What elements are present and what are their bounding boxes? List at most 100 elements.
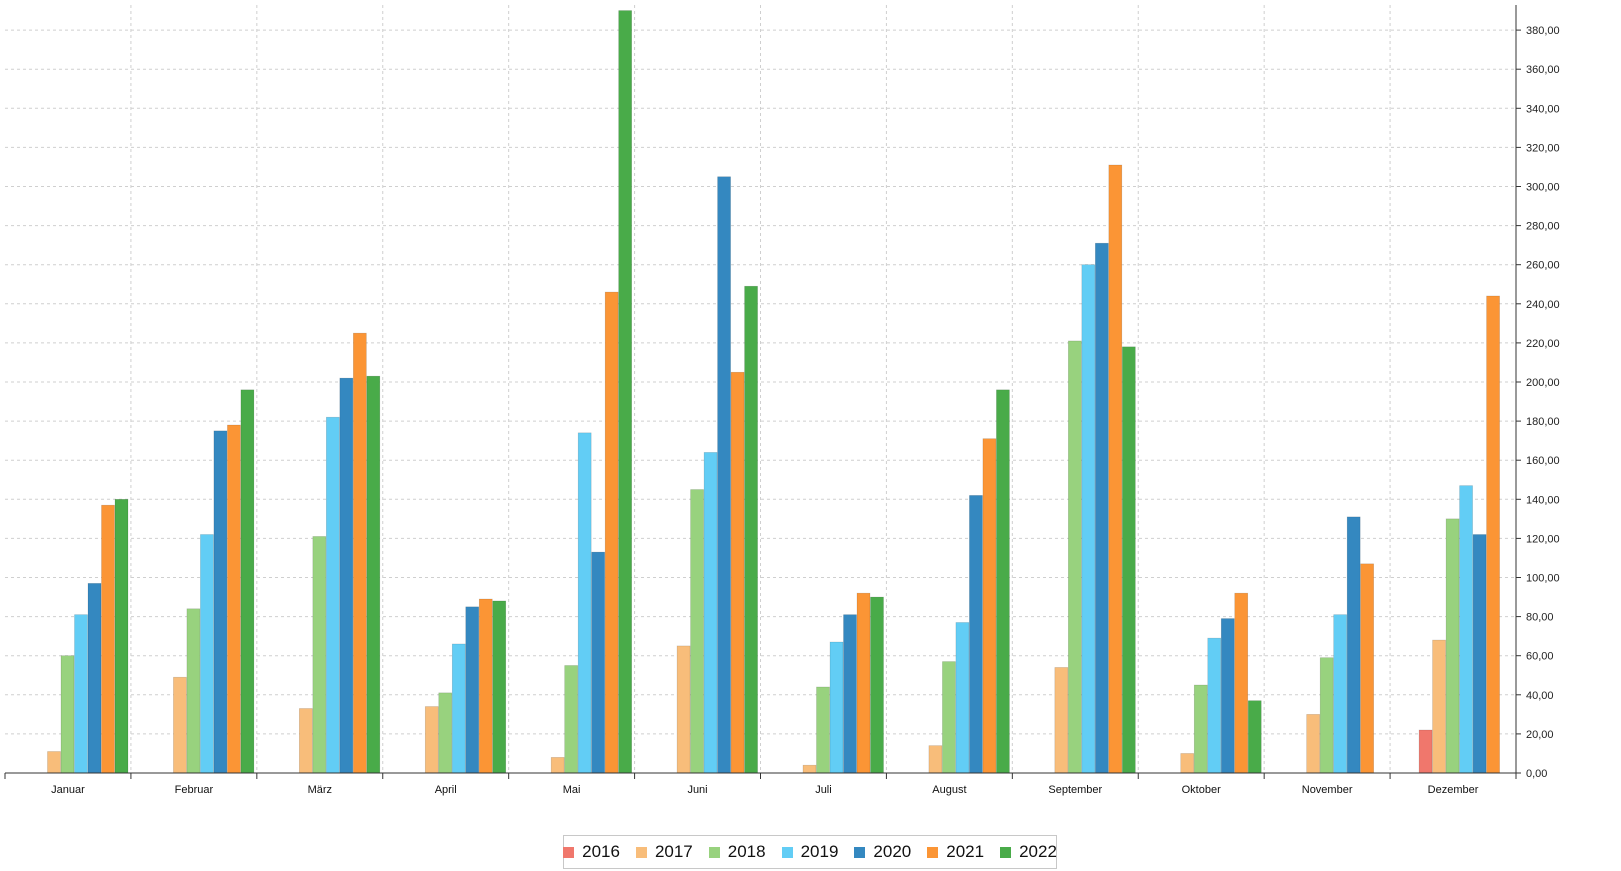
bar-2020-mai [591,551,605,774]
y-tick-label: 240,00 [1526,299,1560,311]
legend-label: 2018 [727,842,766,861]
x-category-label: Oktober [1182,784,1221,796]
x-axis-categories: Januar Februar März April Mai Juni Juli August S… [4,773,1517,796]
legend-swatch [781,846,793,858]
y-tick-label: 20,00 [1526,729,1554,741]
legend-item-2020: 2020 [854,842,911,862]
bar-2017-oktober [1180,753,1195,774]
bar-2022-april [492,600,507,774]
bar-2018-juli [816,686,830,774]
y-tick-label: 320,00 [1526,142,1560,154]
bar-2019-mai [577,432,592,774]
legend-item-2016: 2016 [563,842,620,862]
bar-2020-september [1095,242,1109,774]
bars [47,10,1500,774]
chart-legend: 2016 2017 2018 2019 2020 2021 2022 [563,835,1057,869]
bar-2018-dezember [1445,518,1460,774]
x-category-label: Januar [51,784,85,796]
legend-label: 2021 [946,842,985,861]
x-category-label: Dezember [1428,784,1479,796]
bar-2020-juli [843,614,857,774]
bar-2021-dezember [1486,295,1500,774]
legend-label: 2020 [873,842,912,861]
y-tick-label: 0,00 [1526,768,1547,780]
x-category-label: November [1302,784,1353,796]
legend-swatch [563,846,575,858]
bar-2018-august [942,661,956,774]
legend-item-2019: 2019 [781,842,838,862]
y-tick-label: 140,00 [1526,494,1560,506]
bar-2020-februar [213,430,228,774]
bar-2018-september [1068,340,1082,774]
y-tick-label: 380,00 [1526,25,1560,37]
bar-2022-juli [870,596,884,774]
bar-2021-november [1360,563,1374,774]
y-tick-label: 300,00 [1526,182,1560,194]
bar-2020-dezember [1472,534,1487,774]
bar-2019-dezember [1459,485,1473,774]
y-tick-label: 160,00 [1526,455,1560,467]
bar-2021-februar [227,424,241,774]
bar-2021-april [478,598,493,774]
legend-swatch [854,846,866,858]
bar-2022-februar [240,389,255,774]
y-tick-label: 340,00 [1526,103,1560,115]
bar-2021-oktober [1234,592,1249,774]
bar-2020-april [465,606,480,774]
bar-2021-august [982,438,997,774]
legend-label: 2022 [1019,842,1057,861]
bar-2018-april [438,692,453,774]
y-tick-label: 80,00 [1526,612,1554,624]
bar-2019-april [451,643,466,774]
bar-2019-märz [326,416,340,774]
bar-2020-oktober [1220,618,1235,774]
x-category-label: Mai [563,784,581,796]
bar-2019-august [955,622,970,774]
bar-2016-dezember [1418,729,1433,774]
x-category-label: Juni [687,784,707,796]
bar-2022-mai [618,10,632,774]
bar-2018-juni [690,489,704,774]
y-tick-label: 40,00 [1526,690,1554,702]
bar-2019-juli [829,641,844,774]
grid-lines [5,5,1516,773]
bar-2017-dezember [1432,639,1446,774]
x-category-label: Februar [175,784,214,796]
bar-2021-september [1108,164,1123,774]
bar-2017-november [1306,714,1320,774]
bar-2022-märz [366,375,381,774]
bar-2021-mai [604,291,619,774]
bar-2018-november [1319,657,1334,774]
bar-2018-februar [186,608,201,774]
y-tick-label: 280,00 [1526,221,1560,233]
x-category-label: März [308,784,332,796]
y-tick-label: 100,00 [1526,573,1560,585]
legend-label: 2017 [654,842,693,861]
x-category-label: Juli [815,784,832,796]
bar-2021-juni [730,371,745,774]
bar-2017-juni [676,645,691,774]
legend-swatch [1000,846,1012,858]
legend-label: 2016 [582,842,620,861]
bar-2017-februar [173,676,187,774]
x-category-label: August [932,784,966,796]
x-category-label: April [435,784,457,796]
bar-2017-märz [299,708,313,774]
bar-2017-januar [47,751,61,774]
x-category-label: September [1048,784,1102,796]
y-tick-label: 260,00 [1526,260,1560,272]
bar-2018-januar [60,655,75,774]
bar-2017-mai [550,757,565,774]
y-tick-label: 120,00 [1526,533,1560,545]
bar-2020-november [1346,516,1361,774]
bar-2019-januar [74,614,88,774]
legend-swatch [927,846,939,858]
bar-2019-november [1333,614,1347,774]
bar-2018-oktober [1193,684,1208,774]
legend-swatch [708,846,720,858]
bar-2017-april [424,706,439,774]
bar-2022-januar [114,498,129,774]
legend-item-2022: 2022 [1000,842,1057,862]
y-tick-label: 360,00 [1526,64,1560,76]
y-tick-label: 200,00 [1526,377,1560,389]
